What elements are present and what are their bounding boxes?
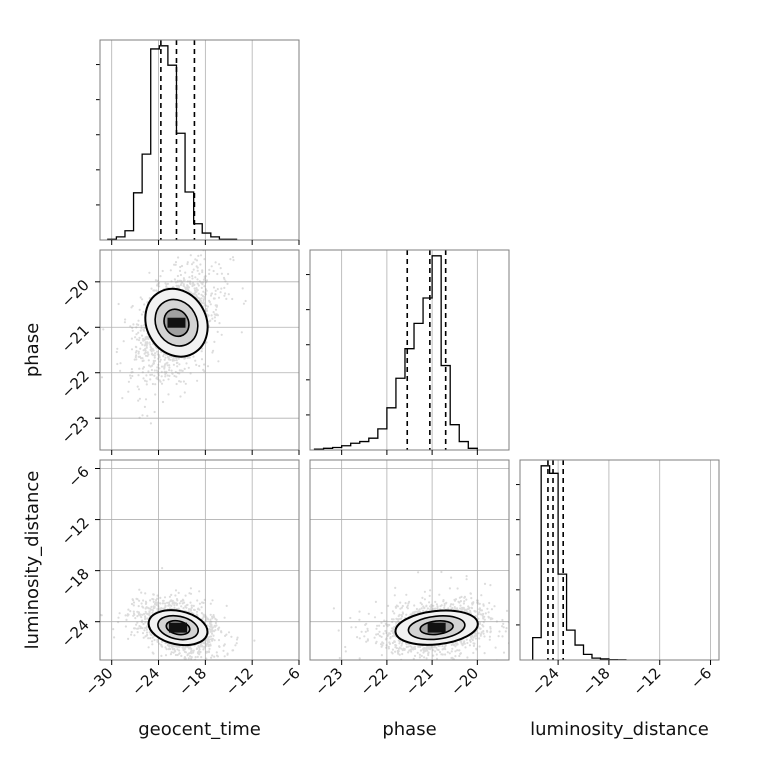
- x-tick-label-geocent_time: −30: [81, 664, 116, 699]
- panel-content: [100, 250, 247, 425]
- panel-border: [99, 39, 300, 241]
- x-tick-label-geocent_time: −24: [128, 664, 163, 699]
- x-tick-label-luminosity_distance: −24: [528, 664, 563, 699]
- y-tick-label-luminosity_distance: −6: [64, 463, 92, 491]
- x-tick-label-geocent_time: −12: [222, 664, 257, 699]
- histogram-panel-luminosity_distance: [516, 459, 720, 661]
- x-tick-label-phase: −23: [311, 664, 346, 699]
- x-axis-title-geocent_time: geocent_time: [138, 719, 261, 740]
- scatter-panel-phase-luminosity_distance: [309, 459, 510, 661]
- panel-content: [100, 567, 256, 660]
- y-tick-label-luminosity_distance: −24: [58, 616, 93, 651]
- histogram-step-luminosity_distance: [532, 465, 627, 661]
- y-tick-label-phase: −22: [58, 367, 93, 402]
- histogram-panel-geocent_time: [96, 39, 300, 241]
- x-tick-label-phase: −22: [357, 664, 392, 699]
- panel-border: [99, 459, 300, 661]
- density-peak: [167, 317, 186, 328]
- x-tick-label-geocent_time: −18: [175, 664, 210, 699]
- scatter-panel-geocent_time-luminosity_distance: [99, 459, 300, 661]
- panel-border: [309, 249, 510, 451]
- x-axis-title-phase: phase: [382, 719, 436, 740]
- x-tick-label-geocent_time: −6: [275, 664, 303, 692]
- scatter-panel-geocent_time-phase: [99, 249, 300, 451]
- x-tick-label-luminosity_distance: −12: [629, 664, 664, 699]
- density-peak: [169, 622, 188, 633]
- y-tick-label-phase: −21: [58, 321, 93, 356]
- histogram-step-geocent_time: [107, 45, 238, 240]
- histogram-step-phase: [313, 255, 478, 450]
- panel-content: [332, 570, 509, 660]
- y-axis-title-phase: phase: [22, 323, 43, 377]
- panel-border: [309, 459, 510, 661]
- x-tick-label-phase: −21: [402, 664, 437, 699]
- histogram-panel-phase: [306, 249, 510, 451]
- x-tick-label-luminosity_distance: −6: [687, 664, 715, 692]
- density-peak: [427, 622, 446, 633]
- x-tick-label-phase: −20: [447, 664, 482, 699]
- y-tick-label-phase: −20: [58, 276, 93, 311]
- y-tick-label-luminosity_distance: −18: [58, 565, 93, 600]
- x-tick-label-luminosity_distance: −18: [579, 664, 614, 699]
- panel-border: [519, 459, 720, 661]
- y-tick-label-phase: −23: [58, 412, 93, 447]
- panel-border: [99, 249, 300, 451]
- y-tick-label-luminosity_distance: −12: [58, 514, 93, 549]
- x-axis-title-luminosity_distance: luminosity_distance: [530, 719, 709, 740]
- y-axis-title-luminosity_distance: luminosity_distance: [22, 471, 43, 650]
